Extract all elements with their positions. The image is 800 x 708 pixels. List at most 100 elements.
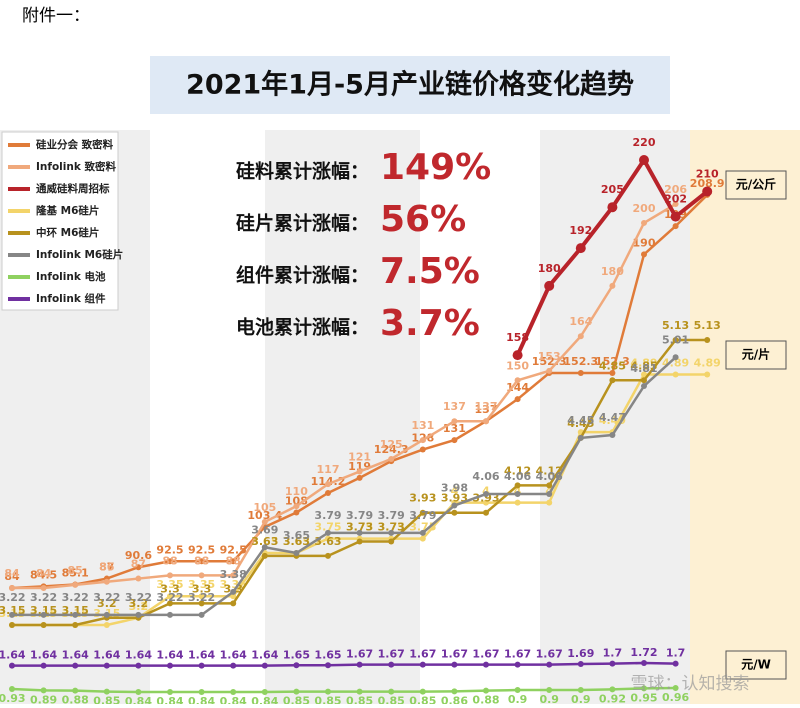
data-point xyxy=(9,585,15,591)
data-label: 192 xyxy=(569,224,592,237)
data-point xyxy=(293,503,300,510)
data-label: 85.1 xyxy=(62,567,89,580)
data-label: 4.89 xyxy=(630,357,657,370)
data-point xyxy=(230,572,237,579)
data-label: 158 xyxy=(506,331,529,344)
data-point xyxy=(198,611,205,618)
data-point xyxy=(198,662,205,669)
data-point xyxy=(641,371,647,378)
data-label: 87 xyxy=(99,561,114,574)
data-point xyxy=(325,481,331,488)
data-label: 1.72 xyxy=(630,646,657,659)
data-label: 3.79 xyxy=(378,509,405,522)
data-point xyxy=(198,593,205,600)
data-point xyxy=(419,535,426,542)
data-point xyxy=(9,622,15,628)
data-label: 220 xyxy=(633,136,656,149)
month-band xyxy=(265,130,420,704)
data-label: 3.2 xyxy=(129,600,149,613)
data-point xyxy=(641,383,647,390)
data-point xyxy=(512,350,523,361)
legend-label: Infolink 致密料 xyxy=(36,160,116,173)
data-label: 86 xyxy=(99,561,115,574)
data-label: 4.06 xyxy=(504,470,531,483)
data-point xyxy=(103,611,110,618)
unit-box xyxy=(725,170,787,200)
data-point xyxy=(72,622,79,628)
data-label: 4.85 xyxy=(599,359,626,372)
data-label: 84 xyxy=(4,567,20,580)
data-label: 3.22 xyxy=(30,591,57,604)
data-point xyxy=(577,687,584,694)
month-band xyxy=(540,130,690,704)
chart-title: 2021年1月-5月产业链价格变化趋势 xyxy=(186,69,634,101)
data-point xyxy=(609,432,616,438)
data-label: 88 xyxy=(226,554,241,567)
data-point xyxy=(419,661,426,668)
data-label: 4.06 xyxy=(472,470,499,483)
data-point xyxy=(167,689,173,695)
data-label: 0.96 xyxy=(662,691,689,704)
data-point xyxy=(198,558,205,565)
data-label: 200 xyxy=(633,202,656,215)
data-label: 0.9 xyxy=(539,693,559,704)
title-box xyxy=(150,56,670,114)
data-label: 180 xyxy=(538,262,561,275)
data-point xyxy=(72,581,79,588)
data-label: 3.22 xyxy=(188,591,215,604)
data-point xyxy=(388,538,395,545)
data-point xyxy=(230,593,237,600)
data-point xyxy=(356,661,363,668)
data-point xyxy=(388,455,395,462)
data-point xyxy=(135,689,142,695)
data-label: 0.92 xyxy=(599,692,626,704)
data-point xyxy=(483,499,489,506)
data-point xyxy=(325,489,331,496)
data-point xyxy=(103,688,110,695)
data-point xyxy=(40,611,47,618)
data-label: 0.93 xyxy=(0,692,26,704)
data-point xyxy=(672,337,679,343)
data-label: 3.79 xyxy=(409,509,436,522)
data-label: 4.85 xyxy=(630,359,657,372)
data-label: 206 xyxy=(664,183,687,196)
data-label: 3.22 xyxy=(125,591,152,604)
data-point xyxy=(419,437,426,444)
data-label: 1.64 xyxy=(156,649,183,662)
data-label: 84 xyxy=(36,567,52,580)
data-point xyxy=(451,688,458,695)
data-label: 85 xyxy=(68,564,83,577)
data-point xyxy=(577,434,584,441)
data-point xyxy=(103,662,110,669)
data-label: 0.88 xyxy=(62,694,89,704)
data-label: 3.65 xyxy=(283,535,310,548)
data-point xyxy=(514,482,521,489)
annotation-value: 149% xyxy=(380,147,491,188)
data-label: 1.67 xyxy=(504,648,531,661)
data-label: 1.64 xyxy=(0,649,26,662)
data-label: 88 xyxy=(162,554,177,567)
data-label: 1.67 xyxy=(346,648,373,661)
data-label: 0.85 xyxy=(378,695,405,704)
data-label: 1.64 xyxy=(188,649,215,662)
data-point xyxy=(514,499,521,506)
data-point xyxy=(609,377,616,384)
data-label: 3.63 xyxy=(251,535,278,548)
data-label: 117 xyxy=(317,463,340,476)
data-point xyxy=(702,186,713,197)
data-label: 3.75 xyxy=(409,521,436,534)
data-label: 3.93 xyxy=(409,492,436,505)
data-point xyxy=(419,688,426,695)
data-point xyxy=(483,687,489,694)
annotation-value: 7.5% xyxy=(380,251,480,292)
data-point xyxy=(230,600,237,607)
data-point xyxy=(641,685,647,692)
data-point xyxy=(704,371,711,378)
data-point xyxy=(641,660,647,666)
data-label: 87 xyxy=(131,558,146,571)
data-point xyxy=(72,687,79,694)
legend-label: Infolink M6硅片 xyxy=(36,248,123,261)
data-point xyxy=(40,585,47,591)
data-point xyxy=(9,686,15,693)
data-label: 90.6 xyxy=(125,549,152,562)
